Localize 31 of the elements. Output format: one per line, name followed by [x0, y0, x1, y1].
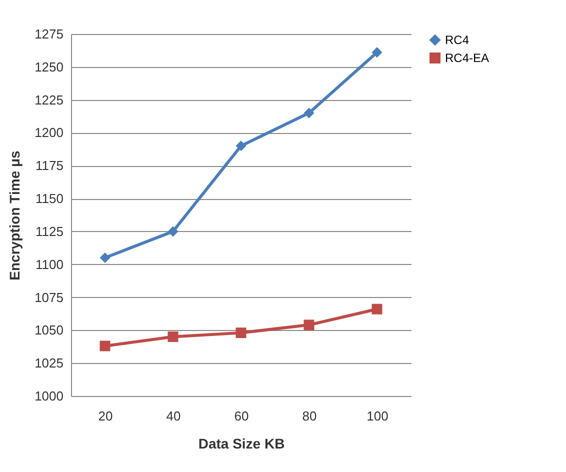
point — [304, 108, 314, 118]
point — [372, 304, 382, 314]
point — [304, 320, 314, 330]
x-tick-label: 80 — [302, 408, 317, 424]
y-tick-label: 1250 — [34, 59, 64, 74]
y-tick-label: 1050 — [34, 322, 64, 338]
point — [168, 332, 178, 342]
point — [100, 340, 110, 352]
point — [236, 140, 246, 152]
y-tick-label: 1275 — [34, 26, 64, 42]
y-tick-label: 1025 — [34, 356, 64, 371]
y-axis-title: Encryption Time μs — [6, 150, 23, 280]
x-tick-label: 20 — [98, 408, 113, 424]
y-tick-label: 1125 — [36, 224, 64, 239]
x-tick-label: 60 — [234, 408, 249, 424]
point — [372, 47, 382, 58]
point — [100, 252, 110, 264]
y-tick-label: 1100 — [36, 256, 64, 272]
point — [168, 226, 178, 237]
y-tick-label: 1150 — [36, 191, 64, 206]
point — [236, 328, 246, 338]
y-tick-label: 1225 — [34, 92, 64, 108]
x-tick-label: 40 — [166, 408, 181, 424]
x-tick-label: 100 — [366, 408, 388, 424]
y-tick-label: 1075 — [34, 290, 64, 305]
y-tick-label: 1000 — [34, 388, 64, 404]
legend-label: RC4 — [445, 33, 470, 47]
x-axis-title: Data Size KB — [198, 436, 285, 452]
y-tick-label: 1200 — [34, 125, 64, 140]
y-tick-label: 1175 — [36, 158, 64, 174]
legend-label: RC4-EA — [445, 51, 490, 65]
